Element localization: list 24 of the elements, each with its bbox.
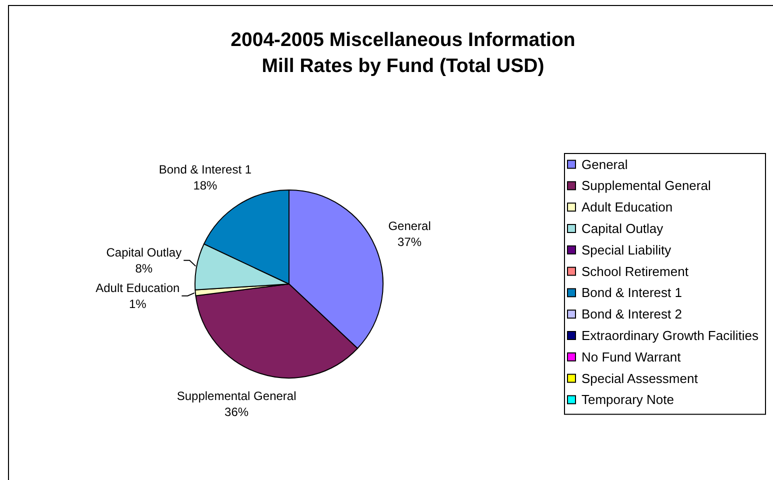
legend-label: General: [582, 156, 628, 172]
data-label: 37%: [398, 234, 422, 249]
legend-label: School Retirement: [582, 264, 689, 279]
data-label: 18%: [193, 178, 218, 193]
legend-label: Extraordinary Growth Facilities: [582, 328, 759, 343]
slice-label: Bond & Interest 1: [158, 162, 252, 177]
data-label: 36%: [224, 404, 249, 419]
legend-label: Special Liability: [582, 242, 672, 258]
chart-subtitle: Mill Rates by Fund (Total USD): [262, 55, 544, 77]
legend-label: No Fund Warrant: [582, 349, 682, 364]
legend-label: Capital Outlay: [582, 221, 664, 236]
slice-label: Capital Outlay: [106, 245, 182, 260]
legend-label: Special Assessment: [582, 370, 698, 386]
slice-label: Adult Education: [96, 280, 180, 295]
slice-label: Supplemental General: [176, 388, 296, 403]
legend-label: Bond & Interest 1: [582, 285, 682, 300]
data-label: 1%: [128, 296, 147, 311]
chart-title: 2004-2005 Miscellaneous Information: [230, 29, 576, 51]
legend-label: Adult Education: [582, 200, 673, 215]
data-label: 8%: [135, 261, 153, 276]
slice-label: General: [388, 218, 431, 233]
legend-label: Supplemental General: [582, 178, 711, 194]
legend-label: Bond & Interest 2: [582, 306, 682, 322]
legend-label: Temporary Note: [582, 392, 674, 408]
